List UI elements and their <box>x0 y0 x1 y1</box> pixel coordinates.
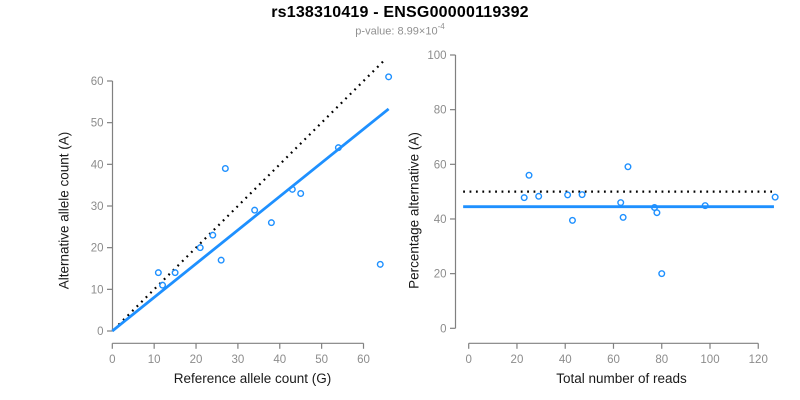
data-point-right <box>520 194 528 202</box>
x-tick-label-left: 60 <box>357 354 370 366</box>
identity-line <box>117 59 386 326</box>
data-point-left <box>196 244 204 252</box>
data-point-right <box>624 163 632 171</box>
x-tick-label-left: 20 <box>190 354 203 366</box>
data-point-left <box>288 185 296 193</box>
x-tick-label-left: 0 <box>109 354 115 366</box>
x-tick-label-left: 50 <box>315 354 328 366</box>
data-point-right <box>658 270 666 278</box>
x-tick-label-right: 20 <box>511 354 524 366</box>
data-point-left <box>209 231 217 239</box>
y-tick-label-right: 40 <box>434 214 447 226</box>
data-point-left <box>385 73 393 81</box>
x-tick-label-left: 40 <box>273 354 286 366</box>
y-tick-label-left: 40 <box>91 159 104 171</box>
x-axis-label-allele-counts: Reference allele count (G) <box>173 371 332 386</box>
pvalue-exponent: -4 <box>437 22 445 31</box>
y-tick-label-left: 30 <box>91 201 104 213</box>
y-tick-label-left: 20 <box>91 243 104 255</box>
data-point-right <box>617 199 625 207</box>
data-point-left <box>159 281 167 289</box>
data-point-right <box>653 209 661 217</box>
x-tick-label-right: 60 <box>607 354 620 366</box>
y-tick-label-right: 80 <box>434 105 447 117</box>
y-tick-label-right: 20 <box>434 269 447 281</box>
data-point-left <box>251 206 259 214</box>
data-point-left <box>171 269 179 277</box>
y-tick-label-left: 10 <box>91 284 104 296</box>
data-point-right <box>771 193 779 201</box>
x-tick-label-right: 0 <box>465 354 471 366</box>
y-axis-label-alt-count: Alternative allele count (A) <box>56 131 72 290</box>
data-point-left <box>267 219 275 227</box>
data-point-left <box>217 256 225 264</box>
y-tick-label-right: 0 <box>440 323 446 335</box>
y-tick-label-left: 60 <box>91 76 104 88</box>
x-tick-label-right: 80 <box>655 354 668 366</box>
regression-line <box>111 107 390 333</box>
y-tick-label-right: 100 <box>427 50 446 62</box>
data-point-right <box>564 191 572 199</box>
x-tick-label-left: 30 <box>232 354 245 366</box>
y-tick-label-left: 0 <box>97 326 103 338</box>
figure-subtitle: p-value: 8.99×10-4 <box>0 22 800 38</box>
data-point-left <box>334 144 342 152</box>
data-point-left <box>154 269 162 277</box>
x-tick-label-right: 40 <box>559 354 572 366</box>
pvalue-text: p-value: 8.99×10 <box>355 25 438 38</box>
figure-title: rs138310419 - ENSG00000119392 <box>271 4 529 21</box>
data-point-left <box>376 260 384 268</box>
y-tick-label-right: 60 <box>434 159 447 171</box>
data-point-right <box>535 192 543 200</box>
x-tick-label-left: 10 <box>148 354 161 366</box>
data-point-left <box>221 164 229 172</box>
x-tick-label-right: 100 <box>700 354 719 366</box>
data-point-right <box>568 216 576 224</box>
y-axis-label-percentage: Percentage alternative (A) <box>406 132 422 289</box>
data-point-left <box>297 189 305 197</box>
y-tick-label-left: 50 <box>91 118 104 130</box>
x-axis-label-total-reads: Total number of reads <box>556 371 687 386</box>
data-point-right <box>578 191 586 199</box>
data-point-right <box>619 213 627 221</box>
data-point-right <box>701 202 709 210</box>
data-point-right <box>525 171 533 179</box>
x-tick-label-right: 120 <box>749 354 768 366</box>
